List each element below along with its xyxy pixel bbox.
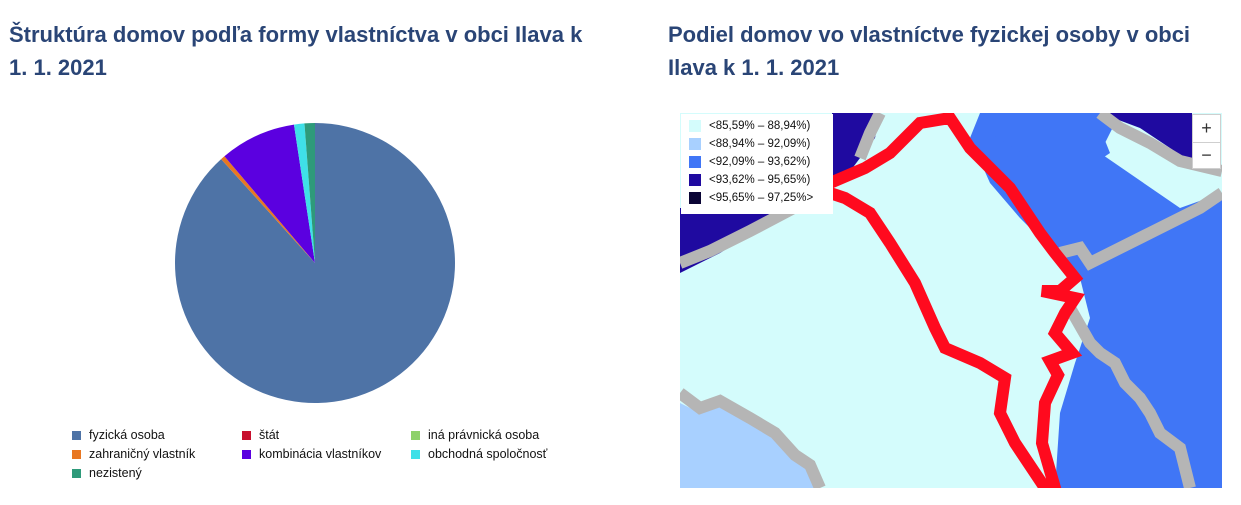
- map-legend-label: <85,59% – 88,94%): [709, 120, 811, 132]
- map-legend-row: <88,94% – 92,09%): [689, 138, 810, 150]
- map-legend-swatch: [689, 174, 701, 186]
- map-border-gray-3: [1058, 188, 1222, 271]
- map-legend-label: <92,09% – 93,62%): [709, 156, 811, 168]
- pie-chart-title: Štruktúra domov podľa formy vlastníctva …: [9, 22, 583, 80]
- map-legend-row: <95,65% – 97,25%>: [689, 192, 813, 204]
- legend-label: zahraničný vlastník: [89, 447, 196, 461]
- map-legend-swatch: [689, 120, 701, 132]
- legend-label: fyzická osoba: [89, 428, 165, 442]
- map-border-gray-6: [854, 113, 886, 161]
- map-zoom-control: + −: [1192, 114, 1221, 169]
- map-region-dark-topright[interactable]: [1100, 113, 1192, 163]
- map-border-gray-2: [680, 388, 826, 488]
- map-legend-label: <93,62% – 95,65%): [709, 174, 811, 186]
- map-legend-label: <88,94% – 92,09%): [709, 138, 811, 150]
- legend-label: iná právnická osoba: [428, 428, 540, 442]
- pie-slice-6[interactable]: [304, 123, 315, 263]
- pie-slice-5[interactable]: [293, 123, 315, 263]
- map-legend-row: <93,62% – 95,65%): [689, 174, 810, 186]
- legend-swatch: [411, 430, 420, 440]
- map-legend: <85,59% – 88,94%) <88,94% – 92,09%) <92,…: [681, 114, 833, 214]
- legend-label: kombinácia vlastníkov: [259, 447, 382, 461]
- map-region-lightblue-sw[interactable]: [680, 403, 820, 488]
- legend-swatch: [242, 449, 251, 459]
- legend-label: nezistený: [89, 466, 142, 480]
- legend-item-stat[interactable]: štát: [242, 428, 279, 442]
- legend-item-kombinacia-vlastnikov[interactable]: kombinácia vlastníkov: [242, 447, 381, 461]
- legend-swatch: [72, 449, 81, 459]
- map-border-gray-4: [1064, 305, 1196, 488]
- zoom-out-button[interactable]: −: [1201, 145, 1212, 165]
- legend-swatch: [411, 449, 420, 459]
- pie-chart: [175, 123, 455, 403]
- legend-label: obchodná spoločnosť: [428, 447, 548, 461]
- legend-item-fyzicka-osoba[interactable]: fyzická osoba: [72, 428, 165, 442]
- map-region-blue-north[interactable]: [980, 113, 1120, 173]
- pie-slice-3[interactable]: [221, 156, 315, 263]
- legend-swatch: [72, 468, 81, 478]
- map-legend-row: <92,09% – 93,62%): [689, 156, 810, 168]
- map-title: Podiel domov vo vlastníctve fyzickej oso…: [668, 22, 1191, 80]
- legend-swatch: [72, 430, 81, 440]
- map-region-blue-east[interactable]: [880, 113, 1222, 488]
- map-legend-swatch: [689, 156, 701, 168]
- map-legend-swatch: [689, 192, 701, 204]
- zoom-in-button[interactable]: +: [1193, 115, 1220, 143]
- map-border-ilava: [827, 113, 1085, 488]
- legend-item-zahranicny-vlastnik[interactable]: zahraničný vlastník: [72, 447, 195, 461]
- legend-label: štát: [259, 428, 280, 442]
- map-legend-row: <85,59% – 88,94%): [689, 120, 810, 132]
- legend-swatch: [242, 430, 251, 440]
- legend-item-ina-pravnicka-osoba[interactable]: iná právnická osoba: [411, 428, 539, 442]
- legend-item-obchodna-spolocnost[interactable]: obchodná spoločnosť: [411, 447, 547, 461]
- map-legend-label: <95,65% – 97,25%>: [709, 192, 814, 204]
- map-legend-swatch: [689, 138, 701, 150]
- pie-slice-4[interactable]: [224, 124, 315, 264]
- legend-item-nezisteny[interactable]: nezistený: [72, 466, 142, 480]
